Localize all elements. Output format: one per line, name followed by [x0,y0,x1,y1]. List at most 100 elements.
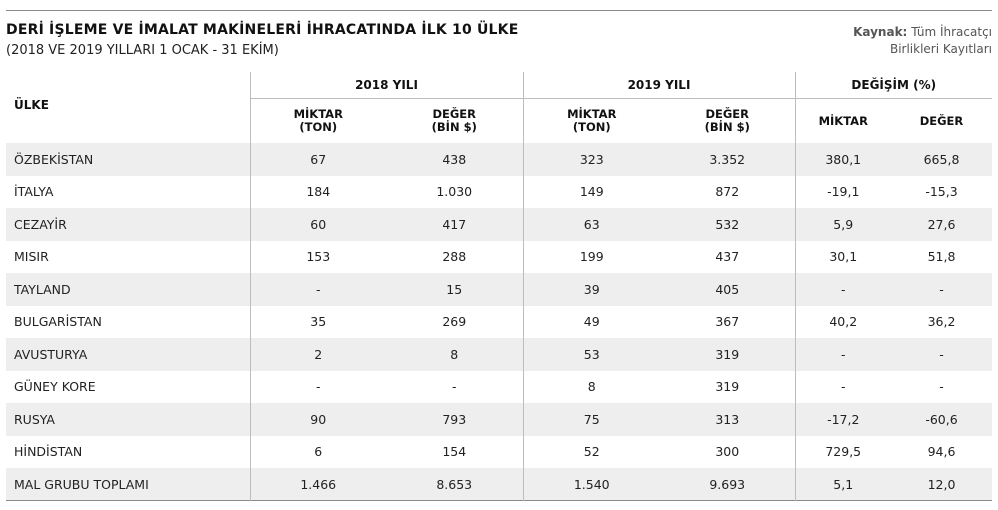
value-2018-cell: 15 [446,281,463,297]
country-cell: AVUSTURYA [14,346,88,362]
sub-header-2019-value: DEĞER (BİN $) [704,107,750,134]
country-cell: GÜNEY KORE [14,379,96,395]
quantity-2019-cell: 1.540 [522,468,660,501]
source-note: Kaynak: Tüm İhracatçı Birlikleri Kayıtla… [853,24,992,58]
change-quantity-cell: - [794,338,891,371]
quantity-2018-cell: 67 [249,143,386,176]
quantity-2019-cell: 149 [522,175,660,208]
change-quantity-cell: -19,1 [794,175,891,208]
quantity-2019-cell: 8 [522,370,660,403]
quantity-2019-cell: 199 [522,240,660,273]
country-cell: İTALYA [14,184,54,200]
table-row: RUSYA 90 793 75 313 -17,2 -60,6 [6,403,993,436]
quantity-2019-cell: 39 [522,273,660,306]
quantity-2018-cell: 60 [249,208,386,241]
change-value-cell: 12,0 [927,476,956,492]
group-header-2019: 2019 YILI [522,72,795,99]
change-value-cell: - [939,346,944,362]
quantity-2019-cell: 323 [522,143,660,176]
country-cell: TAYLAND [14,281,71,297]
value-2019-cell: 9.693 [709,476,746,492]
change-value-cell: 665,8 [923,151,960,167]
country-cell: ÖZBEKİSTAN [14,151,94,167]
quantity-2019-cell: 63 [522,208,660,241]
change-value-cell: 27,6 [927,216,956,232]
value-2019-cell: 367 [715,314,740,330]
value-2018-cell: 269 [442,314,467,330]
quantity-2019-cell: 53 [522,338,660,371]
quantity-2018-cell: 90 [249,403,386,436]
change-quantity-cell: 380,1 [794,143,891,176]
sub-header-2019-quantity: MİKTAR (TON) [522,98,660,143]
quantity-2018-cell: 35 [249,305,386,338]
value-2018-cell: 438 [442,151,467,167]
value-2019-cell: 319 [715,379,740,395]
table-row: HİNDİSTAN 6 154 52 300 729,5 94,6 [6,435,992,468]
table-row: TAYLAND - 15 39 405 - - [6,273,993,306]
sub-header-2018-value: DEĞER (BİN $) [431,107,477,134]
quantity-2018-cell: 153 [249,240,386,273]
country-header: ÜLKE [14,98,49,112]
sub-header-row: MİKTAR (TON) DEĞER (BİN $) MİKTAR (TON) DEĞ… [6,98,992,143]
change-quantity-cell: 5,1 [794,468,891,501]
value-2018-cell: 154 [442,444,467,460]
sub-header-change-quantity: MİKTAR [794,98,891,143]
table-row: CEZAYİR 60 417 63 532 5,9 27,6 [6,208,993,241]
quantity-2019-cell: 49 [522,305,660,338]
change-value-cell: -60,6 [925,411,958,427]
table-row: GÜNEY KORE - - 8 319 - - [6,370,992,403]
change-value-cell: 36,2 [927,314,956,330]
group-header-change: DEĞİŞİM (%) [794,72,993,99]
value-2018-cell: - [451,379,457,395]
change-value-cell: 94,6 [927,444,956,460]
quantity-2018-cell: 6 [249,435,386,468]
table-row: AVUSTURYA 2 8 53 319 - - [6,338,993,371]
value-2018-cell: 417 [442,216,467,232]
group-header-2018: 2018 YILI [249,72,523,99]
country-cell: BULGARİSTAN [14,314,102,330]
change-value-cell: - [939,379,944,395]
country-cell: RUSYA [14,411,55,427]
change-quantity-cell: 40,2 [794,305,891,338]
value-2019-cell: 300 [715,444,740,460]
quantity-2019-cell: 52 [522,435,660,468]
source-line-1: Tüm İhracatçı [911,25,992,39]
source-line-2: Birlikleri Kayıtları [889,42,992,56]
table-row: ÖZBEKİSTAN 67 438 323 3.352 380,1 665,8 [6,143,993,176]
country-cell: MISIR [14,249,49,265]
value-2018-cell: 8.653 [436,476,473,492]
change-quantity-cell: - [794,370,891,403]
value-2018-cell: 1.030 [436,184,473,200]
sub-header-2018-quantity: MİKTAR (TON) [249,98,386,143]
group-header-row: ÜLKE 2018 YILI 2019 YILI DEĞİŞİM (%) [6,72,993,112]
change-quantity-cell: 30,1 [794,240,891,273]
table-row: MISIR 153 288 199 437 30,1 51,8 [6,240,992,273]
change-quantity-cell: 729,5 [794,435,891,468]
value-2019-cell: 3.352 [709,151,746,167]
page-title: DERİ İŞLEME VE İMALAT MAKİNELERİ İHRACAT… [6,22,519,38]
table-body: ÖZBEKİSTAN 67 438 323 3.352 380,1 665,8 İTALYA 1… [6,143,993,501]
quantity-2018-cell: - [249,370,386,403]
value-2018-cell: 288 [442,249,467,265]
change-value-cell: - [939,281,944,297]
sub-header-change-value: DEĞER [919,113,964,128]
country-cell: MAL GRUBU TOPLAMI [14,476,149,492]
value-2019-cell: 872 [715,184,740,200]
quantity-2018-cell: 1.466 [249,468,386,501]
change-quantity-cell: -17,2 [794,403,891,436]
top-rule [6,10,992,11]
page-subtitle: (2018 VE 2019 YILLARI 1 OCAK - 31 EKİM) [6,43,279,58]
value-2019-cell: 313 [715,411,740,427]
value-2019-cell: 319 [715,346,740,362]
value-2019-cell: 405 [715,281,740,297]
change-quantity-cell: 5,9 [794,208,891,241]
quantity-2019-cell: 75 [522,403,660,436]
quantity-2018-cell: 184 [249,175,386,208]
country-cell: HİNDİSTAN [14,444,83,460]
table-row: BULGARİSTAN 35 269 49 367 40,2 36,2 [6,305,992,338]
table-row: İTALYA 184 1.030 149 872 -19,1 -15,3 [6,175,992,208]
quantity-2018-cell: - [249,273,386,306]
value-2018-cell: 8 [450,346,459,362]
table-row: MAL GRUBU TOPLAMI 1.466 8.653 1.540 9.693 5,1… [6,468,993,501]
source-label: Kaynak: [853,25,908,39]
